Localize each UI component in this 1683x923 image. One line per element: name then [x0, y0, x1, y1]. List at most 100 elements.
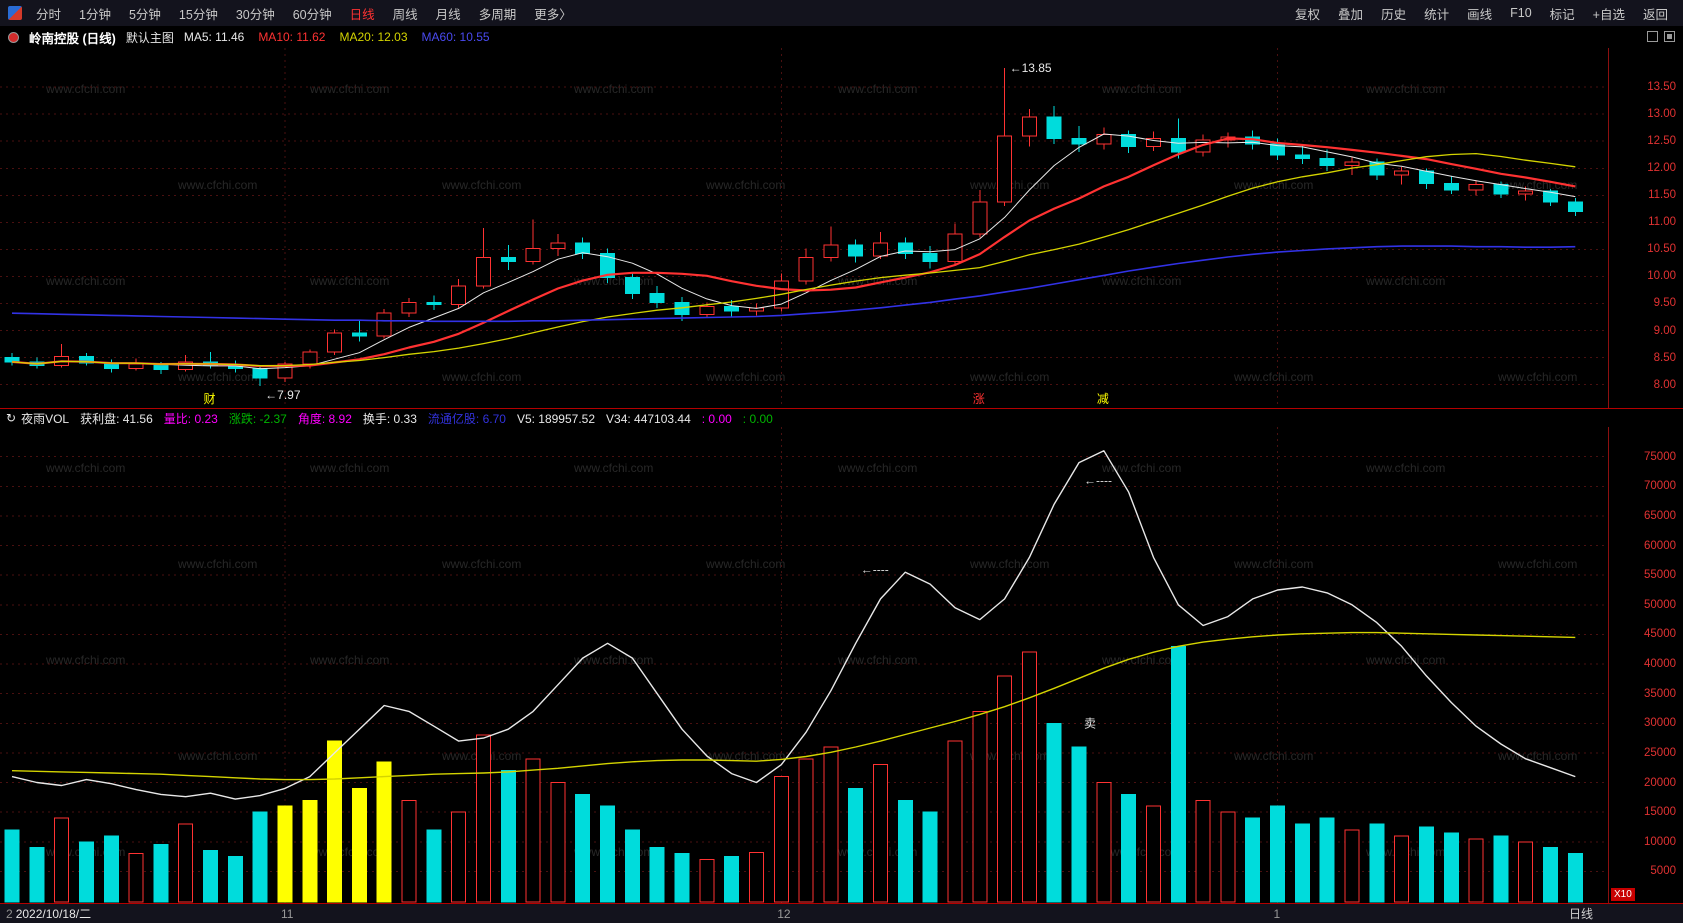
indicator-field: : 0.00	[742, 411, 773, 426]
menu-item-tool[interactable]: 复权	[1295, 7, 1321, 22]
watermark-text: www.cfchi.com	[838, 274, 918, 288]
bottom-bar: 2 2022/10/18/二 11 12 1 日线	[0, 903, 1683, 923]
menu-item-tool[interactable]: 历史	[1381, 7, 1407, 22]
titlebar-icons	[1647, 31, 1675, 42]
watermark-text: www.cfchi.com	[442, 370, 522, 384]
tool-menu: 复权 叠加 历史 统计 画线 F10 标记 +自选 返回	[1286, 4, 1677, 23]
watermark-text: www.cfchi.com	[46, 461, 126, 475]
y-axis-label: 50000	[1644, 598, 1676, 611]
menubar: 分时 1分钟 5分钟 15分钟 30分钟 60分钟 日线 周线 月线 多周期 更多〉 复权 叠加 历史 统…	[0, 0, 1683, 26]
y-axis-label: 8.50	[1653, 351, 1676, 364]
layout-icon[interactable]	[1664, 31, 1675, 42]
indicator-cycle-icon[interactable]: ↻	[6, 411, 17, 425]
period-label: 日线	[1568, 907, 1593, 921]
menu-item-period[interactable]: 日线	[349, 7, 375, 22]
ma-value-label: MA10: 11.62	[258, 30, 326, 44]
watermark-text: www.cfchi.com	[46, 274, 126, 288]
menu-item-period[interactable]: 15分钟	[178, 7, 218, 22]
menu-item-period[interactable]: 多周期	[478, 7, 517, 22]
menu-item-period[interactable]: 月线	[435, 7, 461, 22]
watermark-text: www.cfchi.com	[310, 274, 390, 288]
watermark-text: www.cfchi.com	[1102, 461, 1182, 475]
watermark-text: www.cfchi.com	[1366, 274, 1446, 288]
chart-annotation: 财	[204, 392, 216, 406]
watermark-text: www.cfchi.com	[1366, 461, 1446, 475]
y-axis-label: 9.00	[1653, 324, 1676, 337]
menu-item-period[interactable]: 1分钟	[79, 7, 111, 22]
y-axis-label: 40000	[1644, 658, 1676, 671]
menu-item-tool[interactable]: 统计	[1424, 7, 1450, 22]
watermark-text: www.cfchi.com	[706, 557, 786, 571]
period-menu: 分时 1分钟 5分钟 15分钟 30分钟 60分钟 日线 周线 月线 多周期 更多〉	[27, 4, 581, 23]
menu-item-period[interactable]: 5分钟	[128, 7, 161, 22]
y-axis-label: 12.00	[1647, 162, 1676, 175]
volume-chart-pane: www.cfchi.com www.cfchi.com www.cfchi.com w…	[0, 427, 1683, 903]
indicator-field: 获利盘: 41.56	[80, 411, 153, 426]
chart-style-label[interactable]: 默认主图	[125, 30, 174, 45]
price-chart[interactable]: ←13.85 ←7.97 财 涨 减	[0, 48, 1608, 408]
stock-status-icon	[8, 31, 19, 43]
volume-chart[interactable]: ←---- ←---- 卖	[0, 427, 1608, 903]
watermark-text: www.cfchi.com	[1102, 82, 1182, 96]
indicator-field: 夜雨VOL	[21, 411, 70, 426]
menu-item-period[interactable]: 分时	[36, 7, 62, 22]
y-axis-label: 13.50	[1647, 81, 1676, 94]
watermark-text: www.cfchi.com	[970, 557, 1050, 571]
watermark-text: www.cfchi.com	[706, 370, 786, 384]
y-axis-label: 70000	[1644, 480, 1676, 493]
chart-annotation: ←----	[861, 562, 889, 576]
menu-item-period[interactable]: 更多〉	[534, 7, 572, 22]
y-axis-label: 10.50	[1647, 243, 1676, 256]
ma-labels: MA5: 11.46 MA10: 11.62 MA20: 12.03 MA60: 10…	[184, 30, 504, 44]
chart-annotation: 减	[1097, 392, 1109, 406]
y-axis-label: 25000	[1644, 746, 1676, 759]
y-axis-label: 35000	[1644, 687, 1676, 700]
watermark-text: www.cfchi.com	[46, 653, 126, 667]
menu-item-tool[interactable]: 返回	[1642, 7, 1668, 22]
menu-item-tool[interactable]: +自选	[1592, 7, 1625, 22]
indicator-field: V5: 189957.52	[516, 411, 596, 426]
watermark-text: www.cfchi.com	[706, 178, 786, 192]
indicator-field: : 0.00	[701, 411, 732, 426]
y-axis-label: 5000	[1650, 865, 1676, 878]
menu-item-tool[interactable]: 标记	[1549, 7, 1575, 22]
menu-item-tool[interactable]: 叠加	[1338, 7, 1364, 22]
menu-item-period[interactable]: 60分钟	[292, 7, 332, 22]
watermark-text: www.cfchi.com	[46, 82, 126, 96]
watermark-text: www.cfchi.com	[442, 178, 522, 192]
watermark-text: www.cfchi.com	[178, 178, 258, 192]
restore-pane-icon[interactable]	[1647, 31, 1658, 42]
watermark-text: www.cfchi.com	[1366, 653, 1446, 667]
watermark-text: www.cfchi.com	[838, 653, 918, 667]
watermark-layer: www.cfchi.com www.cfchi.com www.cfchi.com w…	[0, 48, 1683, 408]
menu-item-period[interactable]: 周线	[392, 7, 418, 22]
y-axis-label: 10000	[1644, 835, 1676, 848]
month-markers: 11 12 1	[0, 904, 1683, 923]
menu-item-tool[interactable]: 画线	[1467, 7, 1493, 22]
titlebar: 岭南控股 (日线) 默认主图 MA5: 11.46 MA10: 11.62 MA20…	[0, 26, 1683, 48]
menu-item-tool[interactable]: F10	[1510, 6, 1532, 20]
chart-annotation: ←----	[1084, 473, 1112, 487]
watermark-text: www.cfchi.com	[1102, 653, 1182, 667]
app-icon[interactable]	[8, 6, 22, 20]
axis-fragment: 2	[6, 906, 13, 921]
watermark-text: www.cfchi.com	[706, 749, 786, 763]
indicator-fields: 夜雨VOL 获利盘: 41.56 量比: 0.23 涨跌: -2.37 角度: 8.92…	[21, 410, 784, 427]
watermark-text: www.cfchi.com	[1498, 178, 1578, 192]
watermark-text: www.cfchi.com	[1234, 749, 1314, 763]
y-axis-label: 11.00	[1648, 216, 1676, 229]
watermark-text: www.cfchi.com	[1102, 274, 1182, 288]
y-axis-label: 20000	[1644, 776, 1676, 789]
y-axis-label: 8.00	[1653, 378, 1676, 391]
menu-item-period[interactable]: 30分钟	[235, 7, 275, 22]
watermark-text: www.cfchi.com	[178, 749, 258, 763]
watermark-text: www.cfchi.com	[838, 82, 918, 96]
y-axis-label: 45000	[1644, 628, 1676, 641]
indicator-field: V34: 447103.44	[606, 411, 691, 426]
y-axis-label: 12.50	[1647, 135, 1676, 148]
watermark-text: www.cfchi.com	[574, 461, 654, 475]
watermark-text: www.cfchi.com	[838, 461, 918, 475]
y-axis-label: 30000	[1644, 717, 1676, 730]
ma-value-label: MA20: 12.03	[339, 30, 408, 44]
volume-y-axis: X10 75000 70000 65000 60000 55000 50000 45000 4…	[1608, 427, 1683, 903]
